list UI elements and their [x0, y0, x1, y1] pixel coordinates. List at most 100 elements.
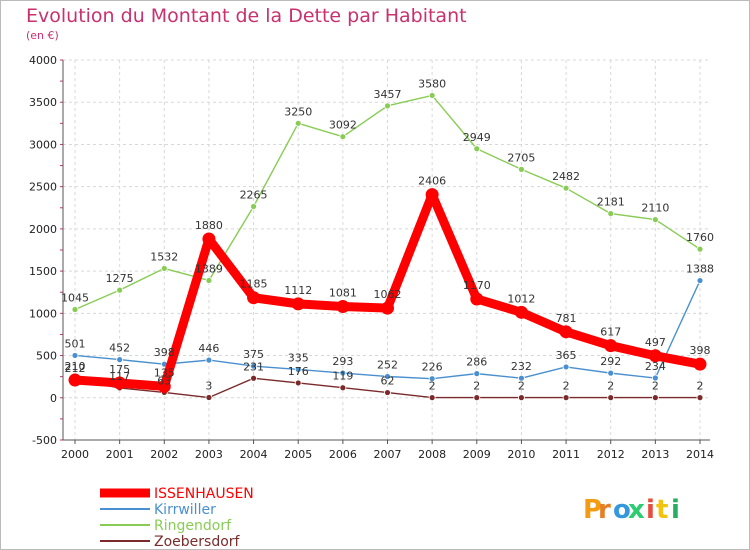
data-point-kirrwiller — [116, 356, 124, 364]
y-tick-label: 1000 — [29, 307, 57, 320]
data-label-ringendorf: 2265 — [240, 189, 268, 202]
data-label-issenhausen: 1062 — [374, 288, 402, 301]
x-tick-label: 2009 — [463, 448, 491, 461]
data-label-zoebersdorf: 63 — [157, 374, 171, 387]
y-tick-label: 500 — [36, 350, 57, 363]
data-point-zoebersdorf — [339, 384, 347, 392]
data-label-issenhausen: 398 — [690, 344, 711, 357]
data-label-kirrwiller: 365 — [556, 349, 577, 362]
data-label-issenhausen: 175 — [109, 363, 130, 376]
data-point-zoebersdorf — [696, 394, 704, 402]
data-label-issenhausen: 497 — [645, 336, 666, 349]
data-point-zoebersdorf — [428, 394, 436, 402]
data-point-issenhausen — [157, 379, 171, 393]
data-point-ringendorf — [71, 306, 79, 313]
data-label-zoebersdorf: 2 — [607, 380, 614, 393]
data-point-kirrwiller — [473, 370, 481, 378]
legend-label-issenhausen: ISSENHAUSEN — [154, 486, 254, 502]
data-point-ringendorf — [428, 92, 436, 99]
data-label-kirrwiller: 398 — [154, 346, 175, 359]
data-label-zoebersdorf: 212 — [65, 362, 86, 375]
data-label-kirrwiller: 292 — [600, 355, 621, 368]
data-label-zoebersdorf: 62 — [381, 375, 395, 388]
y-tick-label: 1500 — [29, 265, 57, 278]
x-tick-label: 2013 — [641, 448, 669, 461]
y-tick-label: -500 — [32, 434, 57, 447]
data-label-ringendorf: 3250 — [284, 105, 312, 118]
data-point-kirrwiller — [651, 374, 659, 382]
data-label-issenhausen: 210 — [65, 360, 86, 373]
data-point-zoebersdorf — [651, 394, 659, 402]
data-point-kirrwiller — [518, 374, 525, 382]
data-label-ringendorf: 2705 — [507, 151, 535, 164]
legend-label-kirrwiller: Kirrwiller — [154, 502, 216, 518]
y-tick-label: 0 — [50, 392, 57, 405]
data-point-ringendorf — [651, 216, 659, 224]
data-point-ringendorf — [607, 210, 615, 218]
data-point-zoebersdorf — [205, 394, 213, 401]
data-label-issenhausen: 2406 — [418, 175, 446, 188]
data-label-zoebersdorf: 2 — [563, 380, 570, 393]
data-label-kirrwiller: 234 — [645, 360, 666, 373]
data-label-kirrwiller: 335 — [288, 351, 309, 364]
data-point-ringendorf — [696, 245, 704, 253]
axes: -500 0 500 1000 1500 2000 2500 3000 3500 4000 2000… — [29, 54, 714, 461]
data-label-kirrwiller: 1388 — [686, 263, 714, 276]
x-tick-label: 2003 — [195, 448, 223, 461]
data-point-kirrwiller — [205, 356, 213, 364]
logo-letter: P — [583, 495, 602, 525]
y-tick-label: 2000 — [29, 223, 57, 236]
data-label-zoebersdorf: 2 — [429, 380, 436, 393]
x-tick-label: 2011 — [552, 448, 580, 461]
x-tick-label: 2001 — [106, 448, 134, 461]
data-label-issenhausen: 781 — [556, 312, 577, 325]
data-point-issenhausen — [693, 357, 707, 371]
data-point-zoebersdorf — [294, 379, 302, 387]
data-label-zoebersdorf: 3 — [205, 380, 212, 393]
data-point-ringendorf — [518, 165, 525, 173]
data-point-zoebersdorf — [562, 394, 570, 402]
data-label-zoebersdorf: 117 — [109, 370, 130, 383]
data-point-kirrwiller — [607, 369, 615, 377]
data-point-ringendorf — [562, 184, 570, 192]
data-point-ringendorf — [339, 133, 347, 141]
data-label-ringendorf: 1275 — [106, 272, 134, 285]
data-label-zoebersdorf: 2 — [518, 380, 525, 393]
data-label-ringendorf: 3580 — [418, 77, 446, 90]
data-point-zoebersdorf — [384, 389, 391, 396]
logo-letter: r — [598, 495, 611, 525]
data-point-issenhausen — [604, 339, 618, 353]
data-label-ringendorf: 1760 — [686, 231, 714, 244]
data-label-zoebersdorf: 2 — [652, 380, 659, 393]
logo-letter: t — [656, 495, 668, 525]
logo-letter: o — [613, 495, 631, 525]
legend-label-zoebersdorf: Zoebersdorf — [154, 534, 241, 550]
data-label-issenhausen: 1012 — [507, 292, 535, 305]
data-label-ringendorf: 2482 — [552, 170, 580, 183]
data-label-zoebersdorf: 119 — [332, 370, 353, 383]
data-label-kirrwiller: 226 — [422, 361, 443, 374]
data-point-kirrwiller — [250, 362, 257, 370]
data-label-issenhausen: 1081 — [329, 286, 357, 299]
legend: ISSENHAUSENKirrwillerRingendorfZoebersdo… — [100, 486, 254, 550]
data-point-issenhausen — [202, 232, 216, 246]
data-point-zoebersdorf — [250, 374, 257, 382]
data-point-issenhausen — [470, 292, 484, 306]
data-label-issenhausen: 135 — [154, 366, 175, 379]
chart-title: Evolution du Montant de la Dette par Hab… — [26, 5, 467, 27]
data-point-zoebersdorf — [473, 394, 481, 402]
x-tick-label: 2005 — [284, 448, 312, 461]
data-point-issenhausen — [291, 297, 305, 311]
legend-label-ringendorf: Ringendorf — [154, 518, 232, 534]
x-tick-label: 2006 — [329, 448, 357, 461]
data-label-ringendorf: 3092 — [329, 119, 357, 132]
data-point-issenhausen — [648, 349, 662, 363]
y-tick-label: 3500 — [29, 96, 57, 109]
data-label-kirrwiller: 293 — [332, 355, 353, 368]
data-point-kirrwiller — [696, 277, 704, 284]
series-layer — [68, 92, 707, 402]
data-label-ringendorf: 1532 — [150, 250, 178, 263]
